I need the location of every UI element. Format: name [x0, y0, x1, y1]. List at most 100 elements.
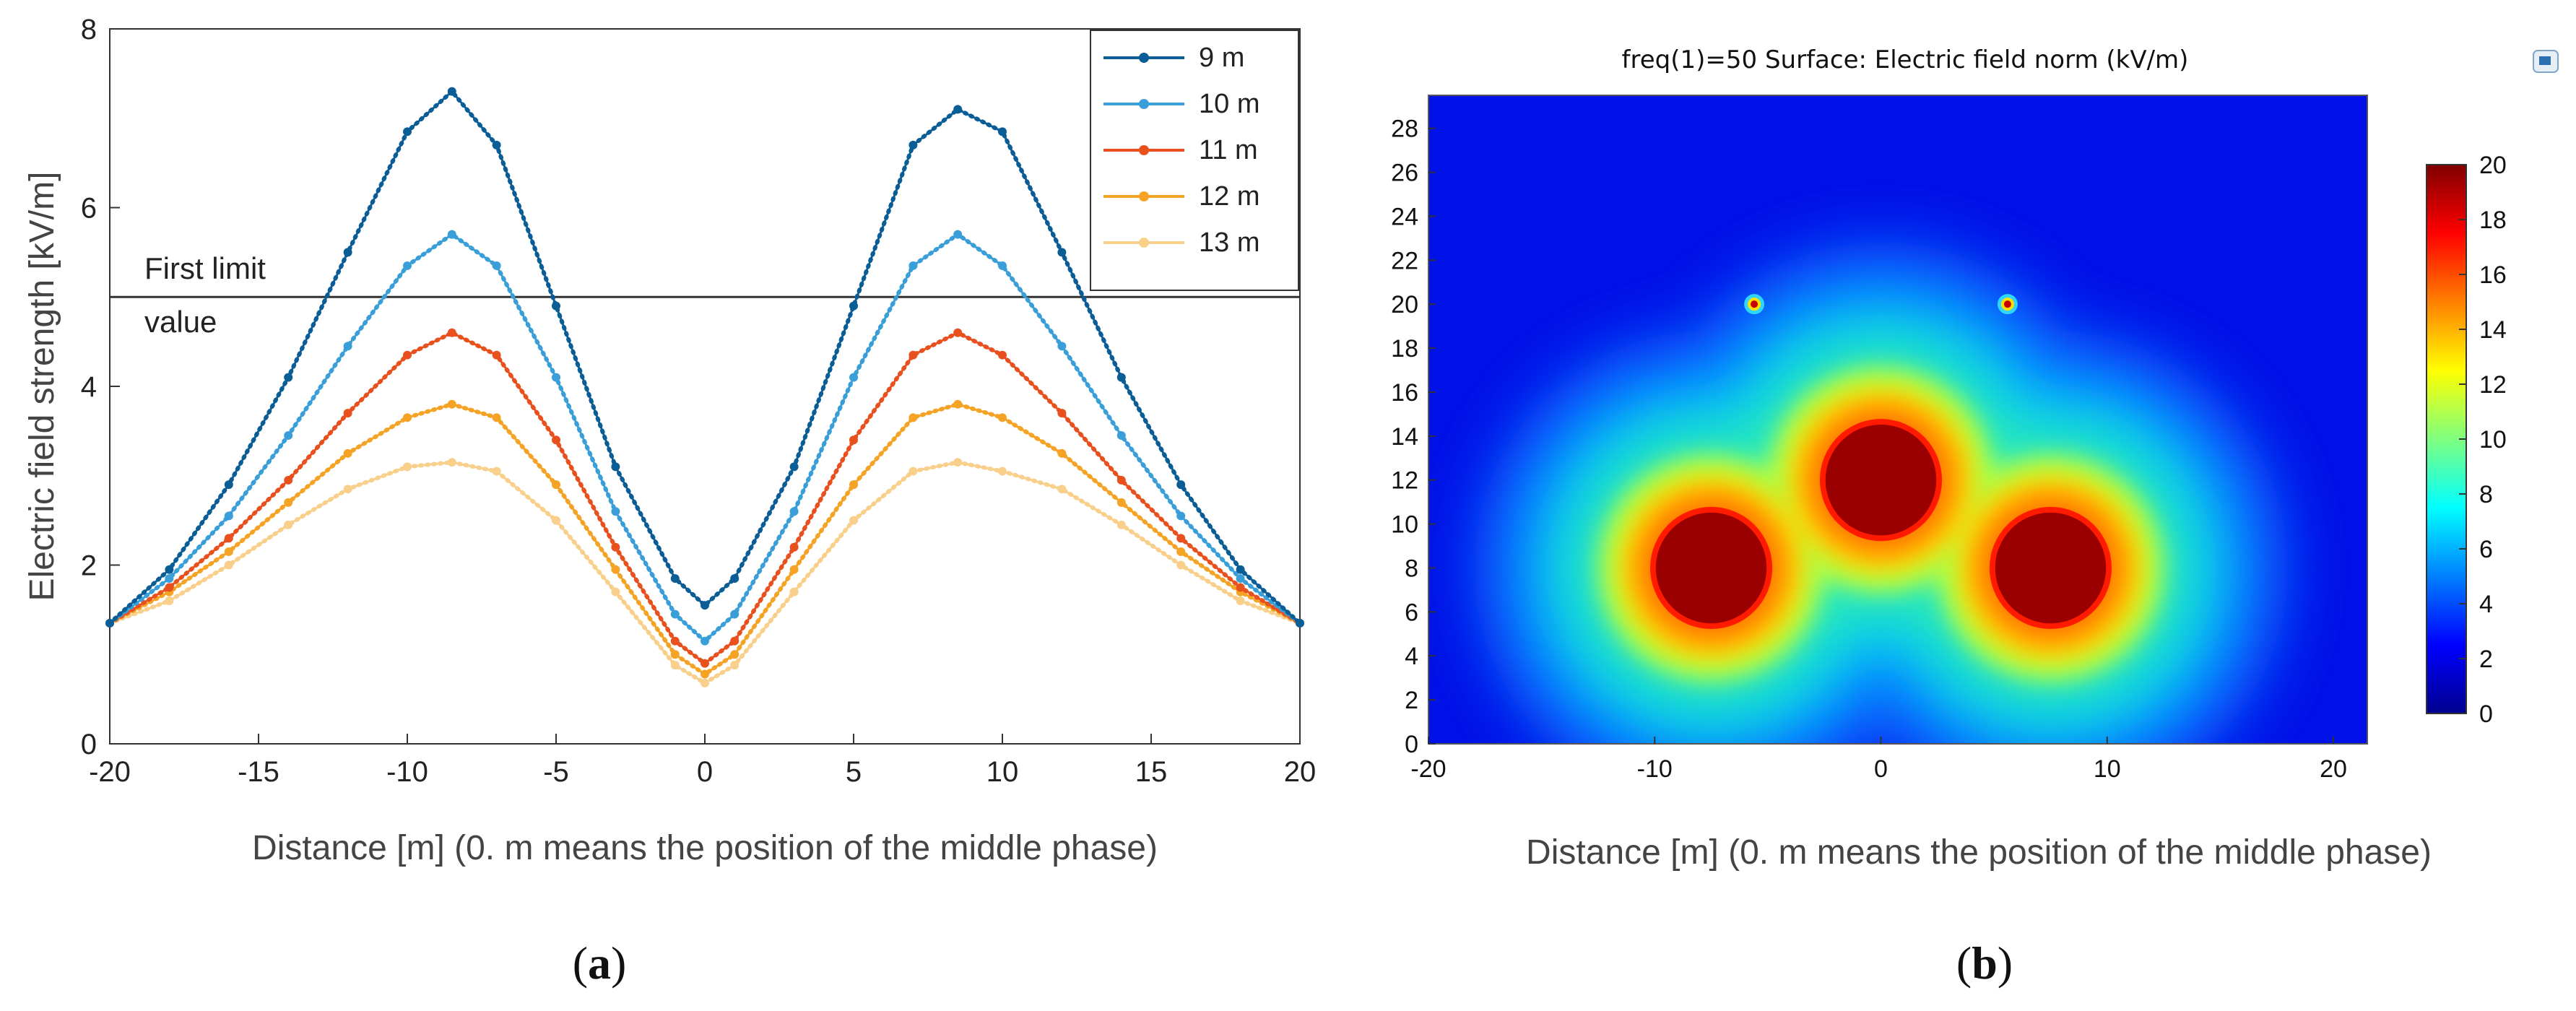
- x-tick-label: -5: [543, 756, 569, 788]
- chart-b-x-axis-label: Distance [m] (0. m means the position of…: [1526, 833, 2432, 872]
- data-point: [552, 373, 560, 382]
- data-point: [165, 565, 174, 574]
- chart-b-title: freq(1)=50 Surface: Electric field norm …: [1622, 45, 2189, 74]
- chart-a-series: [105, 87, 1304, 687]
- colorbar-scale: [2426, 164, 2467, 714]
- y-tick-label: 8: [1405, 555, 1418, 582]
- y-tick-label: 12: [1391, 467, 1418, 495]
- caption-b-open: (: [1956, 937, 1972, 989]
- y-tick-label: 4: [81, 371, 97, 403]
- data-point: [343, 248, 352, 257]
- x-tick-label: -10: [386, 756, 428, 788]
- data-point: [165, 596, 174, 605]
- chart-a-y-ticks: 0 2 4 6 8: [81, 14, 120, 760]
- y-tick-label: 16: [1391, 379, 1418, 407]
- field-heatmap: [1428, 95, 2367, 744]
- data-point: [1116, 520, 1126, 529]
- data-point: [1116, 431, 1126, 441]
- data-point: [447, 87, 456, 96]
- data-point: [403, 350, 412, 360]
- y-tick-label: 18: [1391, 335, 1418, 363]
- chart-a-y-axis-label: Electric field strength [kV/m]: [23, 172, 61, 602]
- data-point: [552, 516, 560, 525]
- chart-b-x-ticks: -20 -10 0 10 20: [1410, 737, 2347, 783]
- data-point: [447, 328, 456, 337]
- data-point: [224, 534, 233, 543]
- chart-a-legend: 9 m 10 m 11 m 12 m 13 m: [1090, 30, 1299, 291]
- y-tick-label: 20: [1391, 291, 1418, 318]
- middle-phase-conductor: [1825, 424, 1937, 536]
- data-point: [1057, 485, 1067, 494]
- colorbar-tick-label: 20: [2479, 152, 2507, 179]
- data-point: [908, 350, 918, 360]
- legend-marker: [1139, 99, 1149, 109]
- chart-a-x-axis-label: Distance [m] (0. m means the position of…: [252, 829, 1158, 867]
- data-point: [998, 413, 1007, 422]
- caption-a-close: ): [611, 937, 626, 989]
- y-tick-label: 6: [81, 193, 97, 225]
- data-point: [849, 435, 858, 445]
- data-point: [343, 485, 352, 494]
- data-point: [1236, 583, 1245, 592]
- data-point: [789, 565, 799, 574]
- data-point: [1176, 547, 1186, 556]
- data-point: [730, 661, 740, 670]
- colorbar-tick-label: 18: [2479, 207, 2507, 234]
- caption-b-close: ): [1998, 937, 2013, 989]
- data-point: [403, 261, 412, 270]
- data-point: [343, 409, 352, 418]
- data-point: [701, 678, 709, 687]
- data-point: [998, 350, 1007, 360]
- left-ground-wire: [1751, 300, 1758, 308]
- x-tick-label: 0: [697, 756, 713, 788]
- caption-a: (a): [573, 937, 627, 989]
- data-point: [953, 399, 963, 409]
- chart-a: 0 2 4 6 8 -20 -15 -10 -5 0 5 10 15 20 First limit va…: [23, 14, 1316, 989]
- x-tick-label: 15: [1135, 756, 1168, 788]
- y-tick-label: 28: [1391, 116, 1418, 143]
- data-point: [492, 140, 501, 149]
- y-tick-label: 0: [81, 729, 97, 760]
- x-tick-label: 5: [846, 756, 862, 788]
- data-point: [670, 650, 680, 659]
- colorbar: 0 2 4 6 8 10 12 14 16 18 20: [2426, 152, 2507, 728]
- caption-a-letter: a: [588, 937, 611, 989]
- data-point: [849, 516, 858, 525]
- data-point: [908, 467, 918, 476]
- data-point: [403, 462, 412, 472]
- left-phase-conductor: [1655, 512, 1767, 624]
- data-point: [1236, 574, 1245, 583]
- data-point: [730, 636, 740, 646]
- data-point: [611, 462, 620, 472]
- colorbar-tick-label: 4: [2479, 591, 2493, 618]
- data-point: [789, 587, 799, 596]
- colorbar-tick-label: 0: [2479, 700, 2493, 728]
- y-tick-label: 8: [81, 14, 97, 45]
- x-tick-label: -10: [1637, 755, 1673, 783]
- x-tick-label: -20: [89, 756, 131, 788]
- data-point: [701, 636, 709, 646]
- data-point: [1176, 534, 1186, 543]
- chart-b: freq(1)=50 Surface: Electric field norm …: [1391, 45, 2559, 989]
- data-point: [1296, 618, 1304, 628]
- right-phase-conductor: [1995, 512, 2107, 624]
- right-ground-wire: [2003, 300, 2011, 308]
- data-point: [1236, 565, 1245, 574]
- legend-label: 12 m: [1199, 181, 1259, 212]
- data-point: [165, 583, 174, 592]
- data-point: [908, 413, 918, 422]
- data-point: [224, 511, 233, 521]
- data-point: [701, 601, 709, 610]
- data-point: [343, 342, 352, 351]
- data-point: [953, 105, 963, 114]
- caption-a-open: (: [573, 937, 588, 989]
- chart-b-plot-area: [1428, 95, 2368, 745]
- legend-marker: [1139, 53, 1149, 63]
- data-point: [105, 618, 114, 628]
- colorbar-tick-label: 16: [2479, 261, 2507, 289]
- y-tick-label: 2: [81, 550, 97, 582]
- chart-a-x-ticks: -20 -15 -10 -5 0 5 10 15 20: [89, 734, 1316, 788]
- colorbar-tick-label: 14: [2479, 316, 2507, 344]
- data-point: [492, 350, 501, 360]
